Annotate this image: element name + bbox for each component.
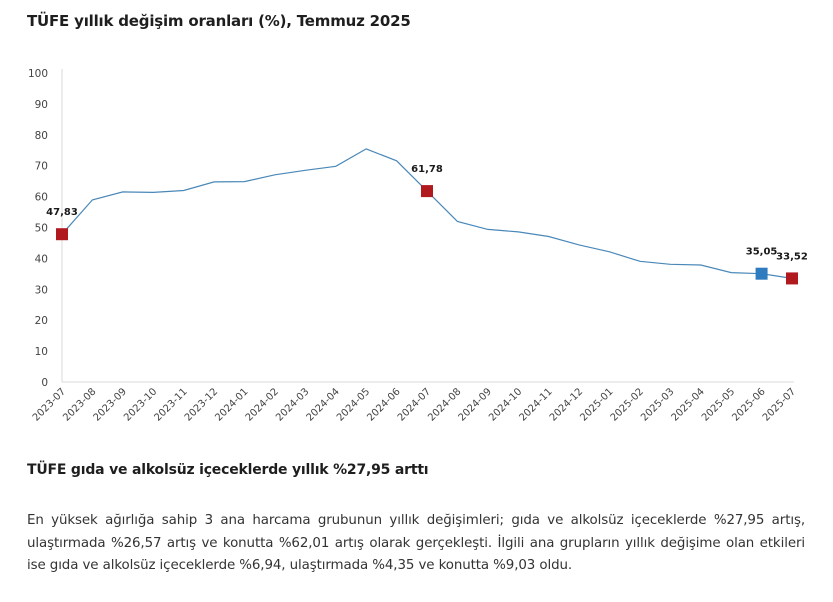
y-tick-label: 100 xyxy=(28,68,48,80)
data-label: 35,05 xyxy=(746,247,778,258)
y-tick-label: 50 xyxy=(35,223,48,235)
y-axis: 0 10 20 30 40 50 60 70 80 90 100 xyxy=(28,68,63,389)
data-point-marker xyxy=(56,228,68,241)
y-tick-label: 70 xyxy=(35,161,48,173)
x-axis: 2023-072023-082023-092023-102023-112023-… xyxy=(31,381,798,424)
chart-title: TÜFE yıllık değişim oranları (%), Temmuz… xyxy=(27,12,411,30)
line-chart: 0 10 20 30 40 50 60 70 80 90 100 2023-07 2023-08 202… xyxy=(0,55,833,450)
chart-svg: 0 10 20 30 40 50 60 70 80 90 100 2023-072023-08202… xyxy=(28,68,808,424)
x-tick-label: 2025-07 xyxy=(761,386,798,423)
y-tick-label: 0 xyxy=(41,377,48,389)
body-paragraph: En yüksek ağırlığa sahip 3 ana harcama g… xyxy=(27,513,805,573)
data-point-marker xyxy=(786,272,798,285)
y-tick-label: 10 xyxy=(35,346,48,358)
data-point-marker xyxy=(755,267,768,280)
y-tick-label: 30 xyxy=(35,284,48,296)
y-tick-label: 40 xyxy=(35,253,48,265)
y-tick-label: 90 xyxy=(35,99,48,111)
data-label: 33,52 xyxy=(776,251,808,262)
y-tick-label: 20 xyxy=(35,315,48,327)
section-heading: TÜFE gıda ve alkolsüz içeceklerde yıllık… xyxy=(27,462,429,478)
y-tick-label: 60 xyxy=(35,192,48,204)
data-label: 47,83 xyxy=(46,207,78,218)
data-label: 61,78 xyxy=(411,164,443,175)
data-point-marker xyxy=(421,185,433,198)
y-tick-label: 80 xyxy=(35,130,48,142)
